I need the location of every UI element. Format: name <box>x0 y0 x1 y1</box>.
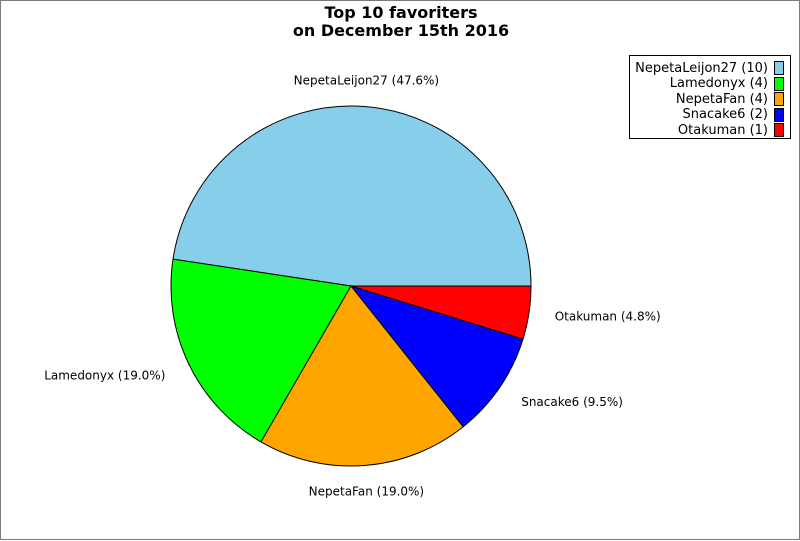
legend-label: NepetaFan (4) <box>675 91 768 107</box>
legend: NepetaLeijon27 (10) Lamedonyx (4) NepetaFa… <box>629 55 791 139</box>
legend-label: Otakuman (1) <box>677 122 768 138</box>
legend-item-otakuman: Otakuman (1) <box>678 122 784 138</box>
slice-label-snacake6: Snacake6 (9.5%) <box>521 395 623 409</box>
slice-label-otakuman: Otakuman (4.8%) <box>555 310 661 324</box>
chart-title-line-2: on December 15th 2016 <box>292 21 510 40</box>
pie-slice-snacake6 <box>349 285 524 428</box>
legend-label: Snacake6 (2) <box>682 107 768 122</box>
legend-swatch <box>774 76 784 91</box>
slice-label-nepetaleijon27: NepetaLeijon27 (47.6%) <box>294 74 439 88</box>
slice-label-nepetafan: NepetaFan (19.0%) <box>309 484 424 498</box>
legend-item-lamedonyx: Lamedonyx (4) <box>670 76 784 92</box>
legend-item-snacake6: Snacake6 (2) <box>683 107 784 123</box>
chart-title-line-1: Top 10 favoriters <box>324 3 478 22</box>
legend-swatch <box>774 107 784 122</box>
pie-slice-otakuman <box>350 285 532 340</box>
legend-swatch <box>774 61 784 75</box>
pie-slice-lamedonyx <box>170 258 352 443</box>
legend-item-nepetafan: NepetaFan (4) <box>676 91 784 107</box>
legend-label: NepetaLeijon27 (10) <box>635 60 768 76</box>
legend-swatch <box>774 92 784 106</box>
legend-label: Lamedonyx (4) <box>669 76 768 91</box>
pie-slice-nepetaleijon27 <box>172 105 532 287</box>
pie-slice-nepetafan <box>260 285 464 467</box>
slice-label-lamedonyx: Lamedonyx (19.0%) <box>44 368 165 382</box>
legend-item-nepetaleijon27: NepetaLeijon27 (10) <box>635 60 784 76</box>
legend-swatch <box>774 123 784 137</box>
